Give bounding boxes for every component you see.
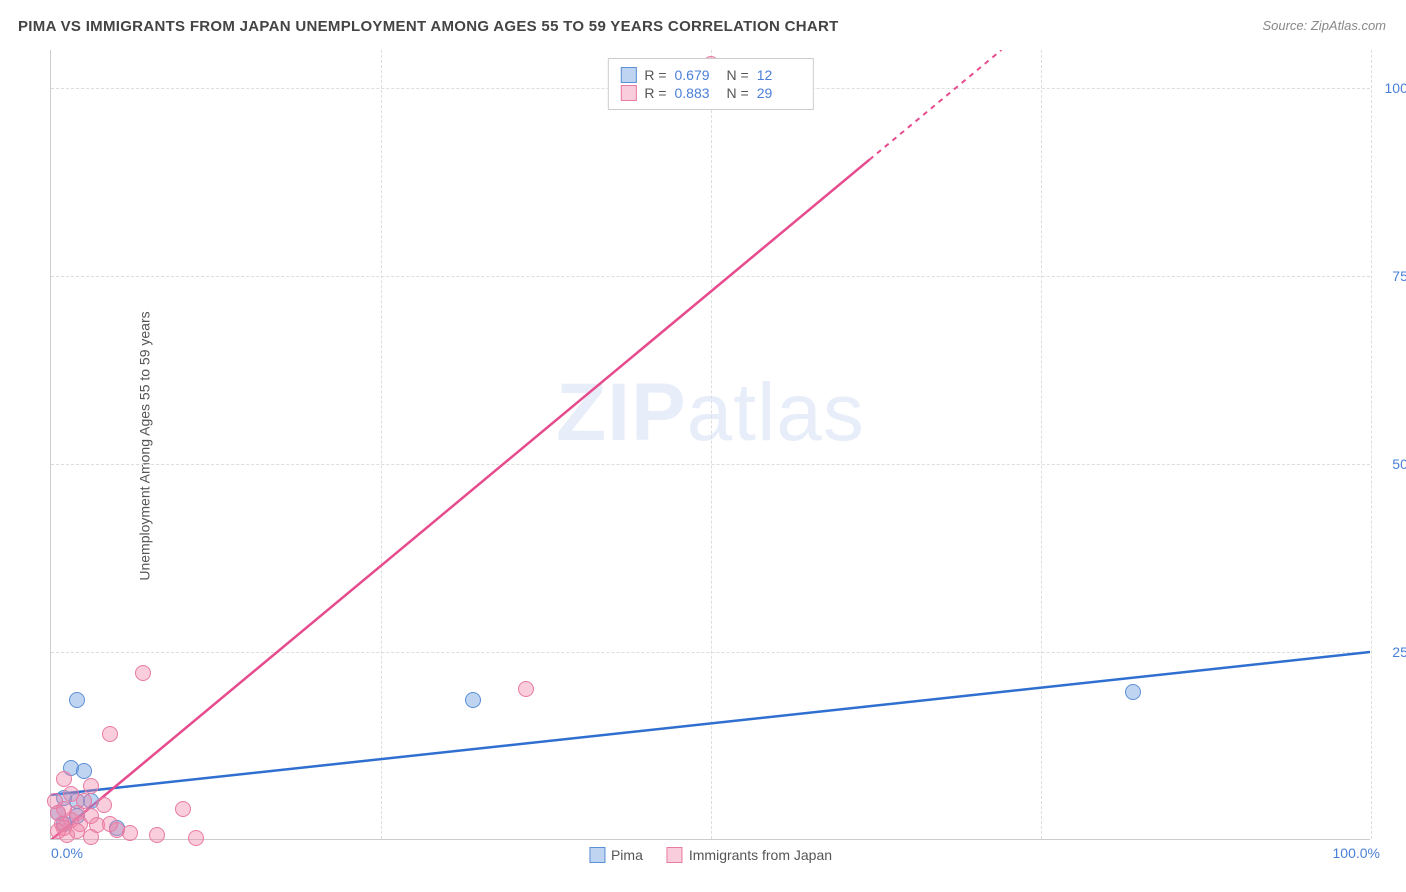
plot-area: ZIPatlas 25.0%50.0%75.0%100.0%0.0%100.0%… — [50, 50, 1370, 840]
y-tick-label: 25.0% — [1392, 644, 1406, 660]
data-point-japan — [102, 726, 118, 742]
legend: Pima Immigrants from Japan — [589, 847, 832, 863]
data-point-japan — [149, 827, 165, 843]
n-label: N = — [727, 67, 749, 83]
data-point-japan — [56, 771, 72, 787]
data-point-japan — [96, 797, 112, 813]
data-point-japan — [83, 778, 99, 794]
gridline-vertical — [711, 50, 712, 839]
data-point-japan — [135, 665, 151, 681]
r-label: R = — [644, 67, 666, 83]
r-label: R = — [644, 85, 666, 101]
data-point-japan — [83, 829, 99, 845]
legend-label: Immigrants from Japan — [689, 847, 832, 863]
data-point-pima — [69, 692, 85, 708]
data-point-japan — [175, 801, 191, 817]
legend-item-pima: Pima — [589, 847, 643, 863]
stats-row-japan: R = 0.883 N = 29 — [620, 85, 800, 101]
data-point-pima — [1125, 684, 1141, 700]
y-tick-label: 75.0% — [1392, 268, 1406, 284]
stats-box: R = 0.679 N = 12 R = 0.883 N = 29 — [607, 58, 813, 110]
data-point-japan — [47, 793, 63, 809]
data-point-japan — [59, 827, 75, 843]
data-point-pima — [465, 692, 481, 708]
data-point-pima — [76, 763, 92, 779]
n-label: N = — [727, 85, 749, 101]
stats-row-pima: R = 0.679 N = 12 — [620, 67, 800, 83]
gridline-vertical — [381, 50, 382, 839]
chart-title: PIMA VS IMMIGRANTS FROM JAPAN UNEMPLOYME… — [18, 18, 839, 35]
y-tick-label: 50.0% — [1392, 456, 1406, 472]
x-tick-label: 0.0% — [51, 845, 83, 861]
n-value: 29 — [757, 85, 801, 101]
r-value: 0.679 — [675, 67, 719, 83]
n-value: 12 — [757, 67, 801, 83]
data-point-japan — [518, 681, 534, 697]
swatch-pima — [589, 847, 605, 863]
data-point-japan — [122, 825, 138, 841]
chart-container: PIMA VS IMMIGRANTS FROM JAPAN UNEMPLOYME… — [0, 0, 1406, 892]
r-value: 0.883 — [675, 85, 719, 101]
source-label: Source: ZipAtlas.com — [1262, 18, 1386, 33]
gridline-vertical — [1041, 50, 1042, 839]
y-tick-label: 100.0% — [1385, 80, 1406, 96]
legend-label: Pima — [611, 847, 643, 863]
gridline-vertical — [1371, 50, 1372, 839]
swatch-japan — [667, 847, 683, 863]
data-point-japan — [188, 830, 204, 846]
x-tick-label: 100.0% — [1333, 845, 1380, 861]
swatch-pima — [620, 67, 636, 83]
swatch-japan — [620, 85, 636, 101]
data-point-japan — [102, 816, 118, 832]
legend-item-japan: Immigrants from Japan — [667, 847, 832, 863]
